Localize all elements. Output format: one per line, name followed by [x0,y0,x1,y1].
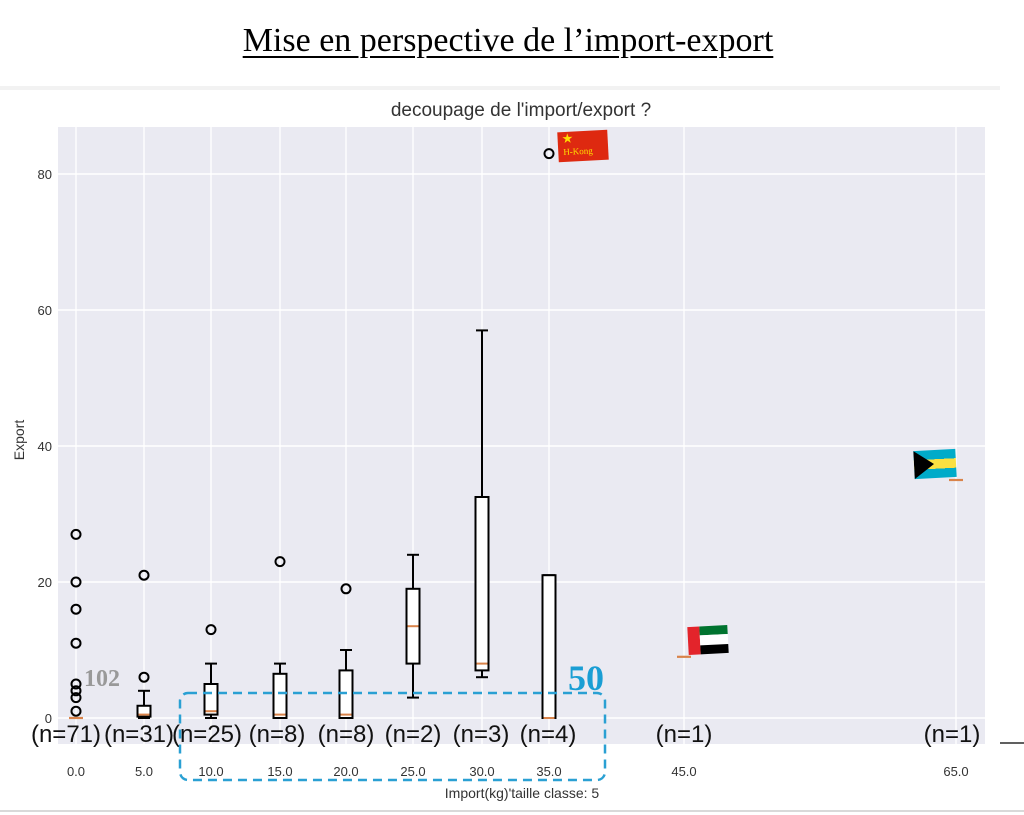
x-tick-label: 30.0 [469,764,494,779]
x-tick-label: 35.0 [536,764,561,779]
x-tick-label: 25.0 [400,764,425,779]
count-label: (n=31) [104,721,174,748]
header-divider [0,86,1000,90]
count-label: (n=8) [249,721,306,748]
box-iqr [541,574,557,720]
count-label: (n=1) [656,721,713,748]
hk-flag-label: H-Kong [563,145,594,158]
annotation-102: 102 [84,666,120,692]
count-label: (n=8) [318,721,375,748]
outlier-point [70,678,82,690]
outlier-point [274,556,286,568]
y-tick-label: 20 [38,575,52,590]
outlier-point [205,624,217,636]
outlier-point [70,692,82,704]
outlier-point [70,603,82,615]
outlier-point [340,583,352,595]
box-iqr [272,672,288,719]
count-label: (n=3) [453,721,510,748]
box-iqr [203,683,219,716]
bahamas-flag-icon [913,448,957,480]
outlier-point [543,148,555,160]
count-label: (n=2) [385,721,442,748]
footer-divider [0,810,1024,812]
x-tick-label: 10.0 [198,764,223,779]
uae-flag-icon [687,624,729,656]
x-tick-label: 15.0 [267,764,292,779]
star-icon: ★ [561,130,574,147]
x-axis-label: Import(kg)'taille classe: 5 [445,785,600,801]
outlier-point [138,671,150,683]
outlier-point [70,576,82,588]
x-tick-label: 20.0 [333,764,358,779]
hong-kong-flag-icon: ★ H-Kong [557,129,609,163]
x-tick-label: 65.0 [943,764,968,779]
x-tick-label: 0.0 [67,764,85,779]
outlier-point [70,637,82,649]
x-tick-label: 45.0 [671,764,696,779]
y-axis-label: Export [11,420,27,461]
y-tick-label: 60 [38,303,52,318]
count-label: (n=71) [31,721,101,748]
highlight-region [178,691,607,782]
box-iqr [136,704,152,718]
count-label: (n=25) [172,721,242,748]
outlier-point [70,705,82,717]
box-iqr [474,496,490,672]
x-tick-label: 5.0 [135,764,153,779]
outlier-point [138,569,150,581]
plot-background [58,127,985,744]
y-tick-label: 40 [38,439,52,454]
chart-title: decoupage de l'import/export ? [391,100,651,121]
annotation-50: 50 [568,658,604,698]
count-label: (n=1) [924,721,981,748]
y-tick-label: 0 [45,711,52,726]
outlier-point [70,685,82,697]
count-label: (n=4) [520,721,577,748]
slide-title: Mise en perspective de l’import-export [242,22,774,59]
y-tick-label: 80 [38,167,52,182]
outlier-point [70,528,82,540]
